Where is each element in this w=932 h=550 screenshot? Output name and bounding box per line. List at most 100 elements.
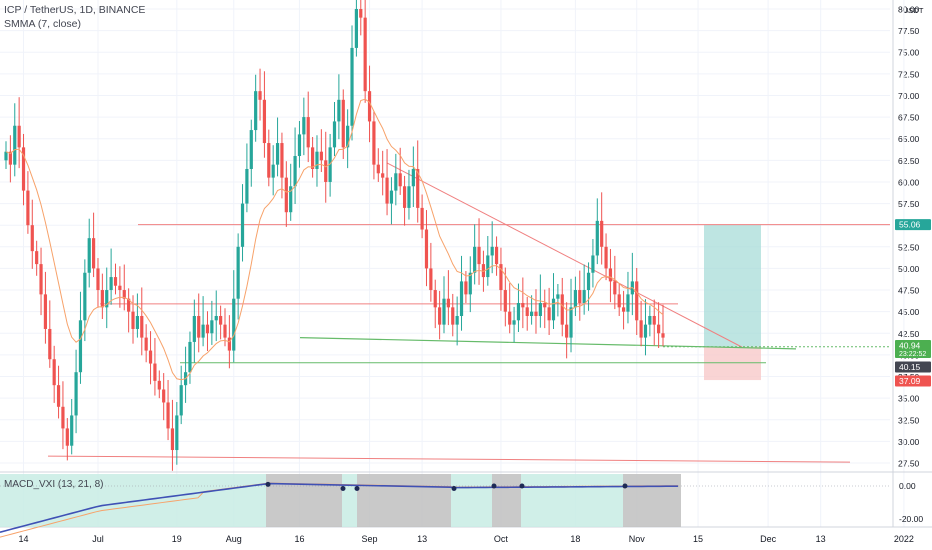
support-line-bottom xyxy=(47,455,851,463)
candle-body xyxy=(565,324,569,338)
candle-body xyxy=(17,125,21,148)
candle-body xyxy=(26,190,30,226)
candle-body xyxy=(262,99,267,144)
candle-body xyxy=(543,303,547,308)
candle-body xyxy=(420,207,424,230)
x-tick-label: 16 xyxy=(294,534,304,544)
candle-body xyxy=(477,246,481,265)
y-tick-label: 72.50 xyxy=(898,69,920,79)
macd-cross-dot xyxy=(491,483,497,489)
candle-body xyxy=(560,294,564,325)
macd-cross-dot xyxy=(451,485,457,491)
candle-body xyxy=(227,337,231,351)
candle-body xyxy=(311,147,315,169)
candle-body xyxy=(578,290,582,304)
candle-body xyxy=(648,315,652,325)
y-tick-label: 62.50 xyxy=(898,156,920,166)
candle-body xyxy=(394,173,398,191)
candle-body xyxy=(486,255,490,278)
price-label-value: 37.09 xyxy=(899,376,921,386)
candle-body xyxy=(43,294,48,329)
candle-body xyxy=(105,290,109,308)
candle-body xyxy=(131,311,135,329)
candle-body xyxy=(148,350,153,364)
candle-body xyxy=(56,385,61,407)
candle-body xyxy=(591,255,595,273)
macd-zone xyxy=(0,474,266,527)
candle-body xyxy=(8,151,12,165)
macd-legend[interactable]: MACD_VXI (13, 21, 8) xyxy=(4,479,104,490)
candle-body xyxy=(157,380,161,390)
candle-body xyxy=(166,402,170,429)
candle-body xyxy=(639,320,643,338)
x-tick-label: 19 xyxy=(172,534,182,544)
candle-body xyxy=(100,290,104,308)
candle-body xyxy=(48,328,52,360)
candle-body xyxy=(499,264,503,291)
price-label xyxy=(895,219,931,231)
candle-body xyxy=(61,406,65,429)
candle-body xyxy=(661,333,665,338)
candle-body xyxy=(586,272,591,291)
candle-body xyxy=(175,415,179,451)
x-tick-label: Jul xyxy=(92,534,104,544)
x-tick-label: Sep xyxy=(362,534,378,544)
candle-body xyxy=(341,99,345,148)
candle-body xyxy=(600,220,604,247)
candle-body xyxy=(626,294,630,312)
candle-body xyxy=(39,264,43,295)
candle-body xyxy=(162,389,166,403)
symbol-legend[interactable]: ICP / TetherUS, 1D, BINANCE xyxy=(4,4,146,16)
y-tick-label: 50.00 xyxy=(898,264,920,274)
candle-body xyxy=(652,315,656,325)
candle-body xyxy=(503,290,507,312)
price-label xyxy=(895,375,931,387)
price-label-value: 40.15 xyxy=(899,362,921,372)
candle-body xyxy=(363,17,367,92)
price-label-countdown: 23:22:52 xyxy=(899,351,926,358)
candle-body xyxy=(398,173,402,187)
candle-body xyxy=(284,177,288,213)
candle-body xyxy=(92,238,96,269)
candle-body xyxy=(337,99,341,122)
x-tick-label: 18 xyxy=(570,534,580,544)
candle-body xyxy=(74,372,78,416)
candle-body xyxy=(530,311,534,316)
y-tick-label: 52.50 xyxy=(898,242,920,252)
y-tick-label: 80.00 xyxy=(898,5,920,15)
candle-body xyxy=(30,225,34,252)
candle-body xyxy=(240,203,245,247)
candle-body xyxy=(389,190,394,204)
candle-body xyxy=(473,246,477,273)
candle-body xyxy=(372,121,376,165)
descending-trendline xyxy=(386,162,743,348)
macd-zone xyxy=(357,474,451,527)
candle-body xyxy=(604,246,608,269)
candle-body xyxy=(315,151,319,169)
candle-body xyxy=(135,315,139,329)
candle-body xyxy=(254,91,258,131)
candle-body xyxy=(35,251,39,265)
candle-body xyxy=(446,298,450,308)
candle-body xyxy=(4,151,8,161)
price-label-value: 55.06 xyxy=(899,220,921,230)
candle-body xyxy=(613,281,617,295)
y-tick-label: 45.00 xyxy=(898,307,920,317)
candle-body xyxy=(433,290,437,308)
candle-body xyxy=(140,315,144,338)
indicator-legend[interactable]: SMMA (7, close) xyxy=(4,18,82,30)
candle-body xyxy=(293,156,297,187)
candle-body xyxy=(582,290,586,304)
candle-body xyxy=(319,151,323,161)
macd-line xyxy=(0,482,679,533)
y-tick-label: 65.00 xyxy=(898,134,920,144)
candle-body xyxy=(424,229,429,269)
macd-zone xyxy=(623,474,681,527)
macd-cross-dot xyxy=(340,485,346,491)
candle-body xyxy=(621,307,626,312)
candle-body xyxy=(608,268,613,282)
x-tick-label: Dec xyxy=(760,534,777,544)
candle-body xyxy=(83,272,87,321)
candle-body xyxy=(324,160,328,182)
